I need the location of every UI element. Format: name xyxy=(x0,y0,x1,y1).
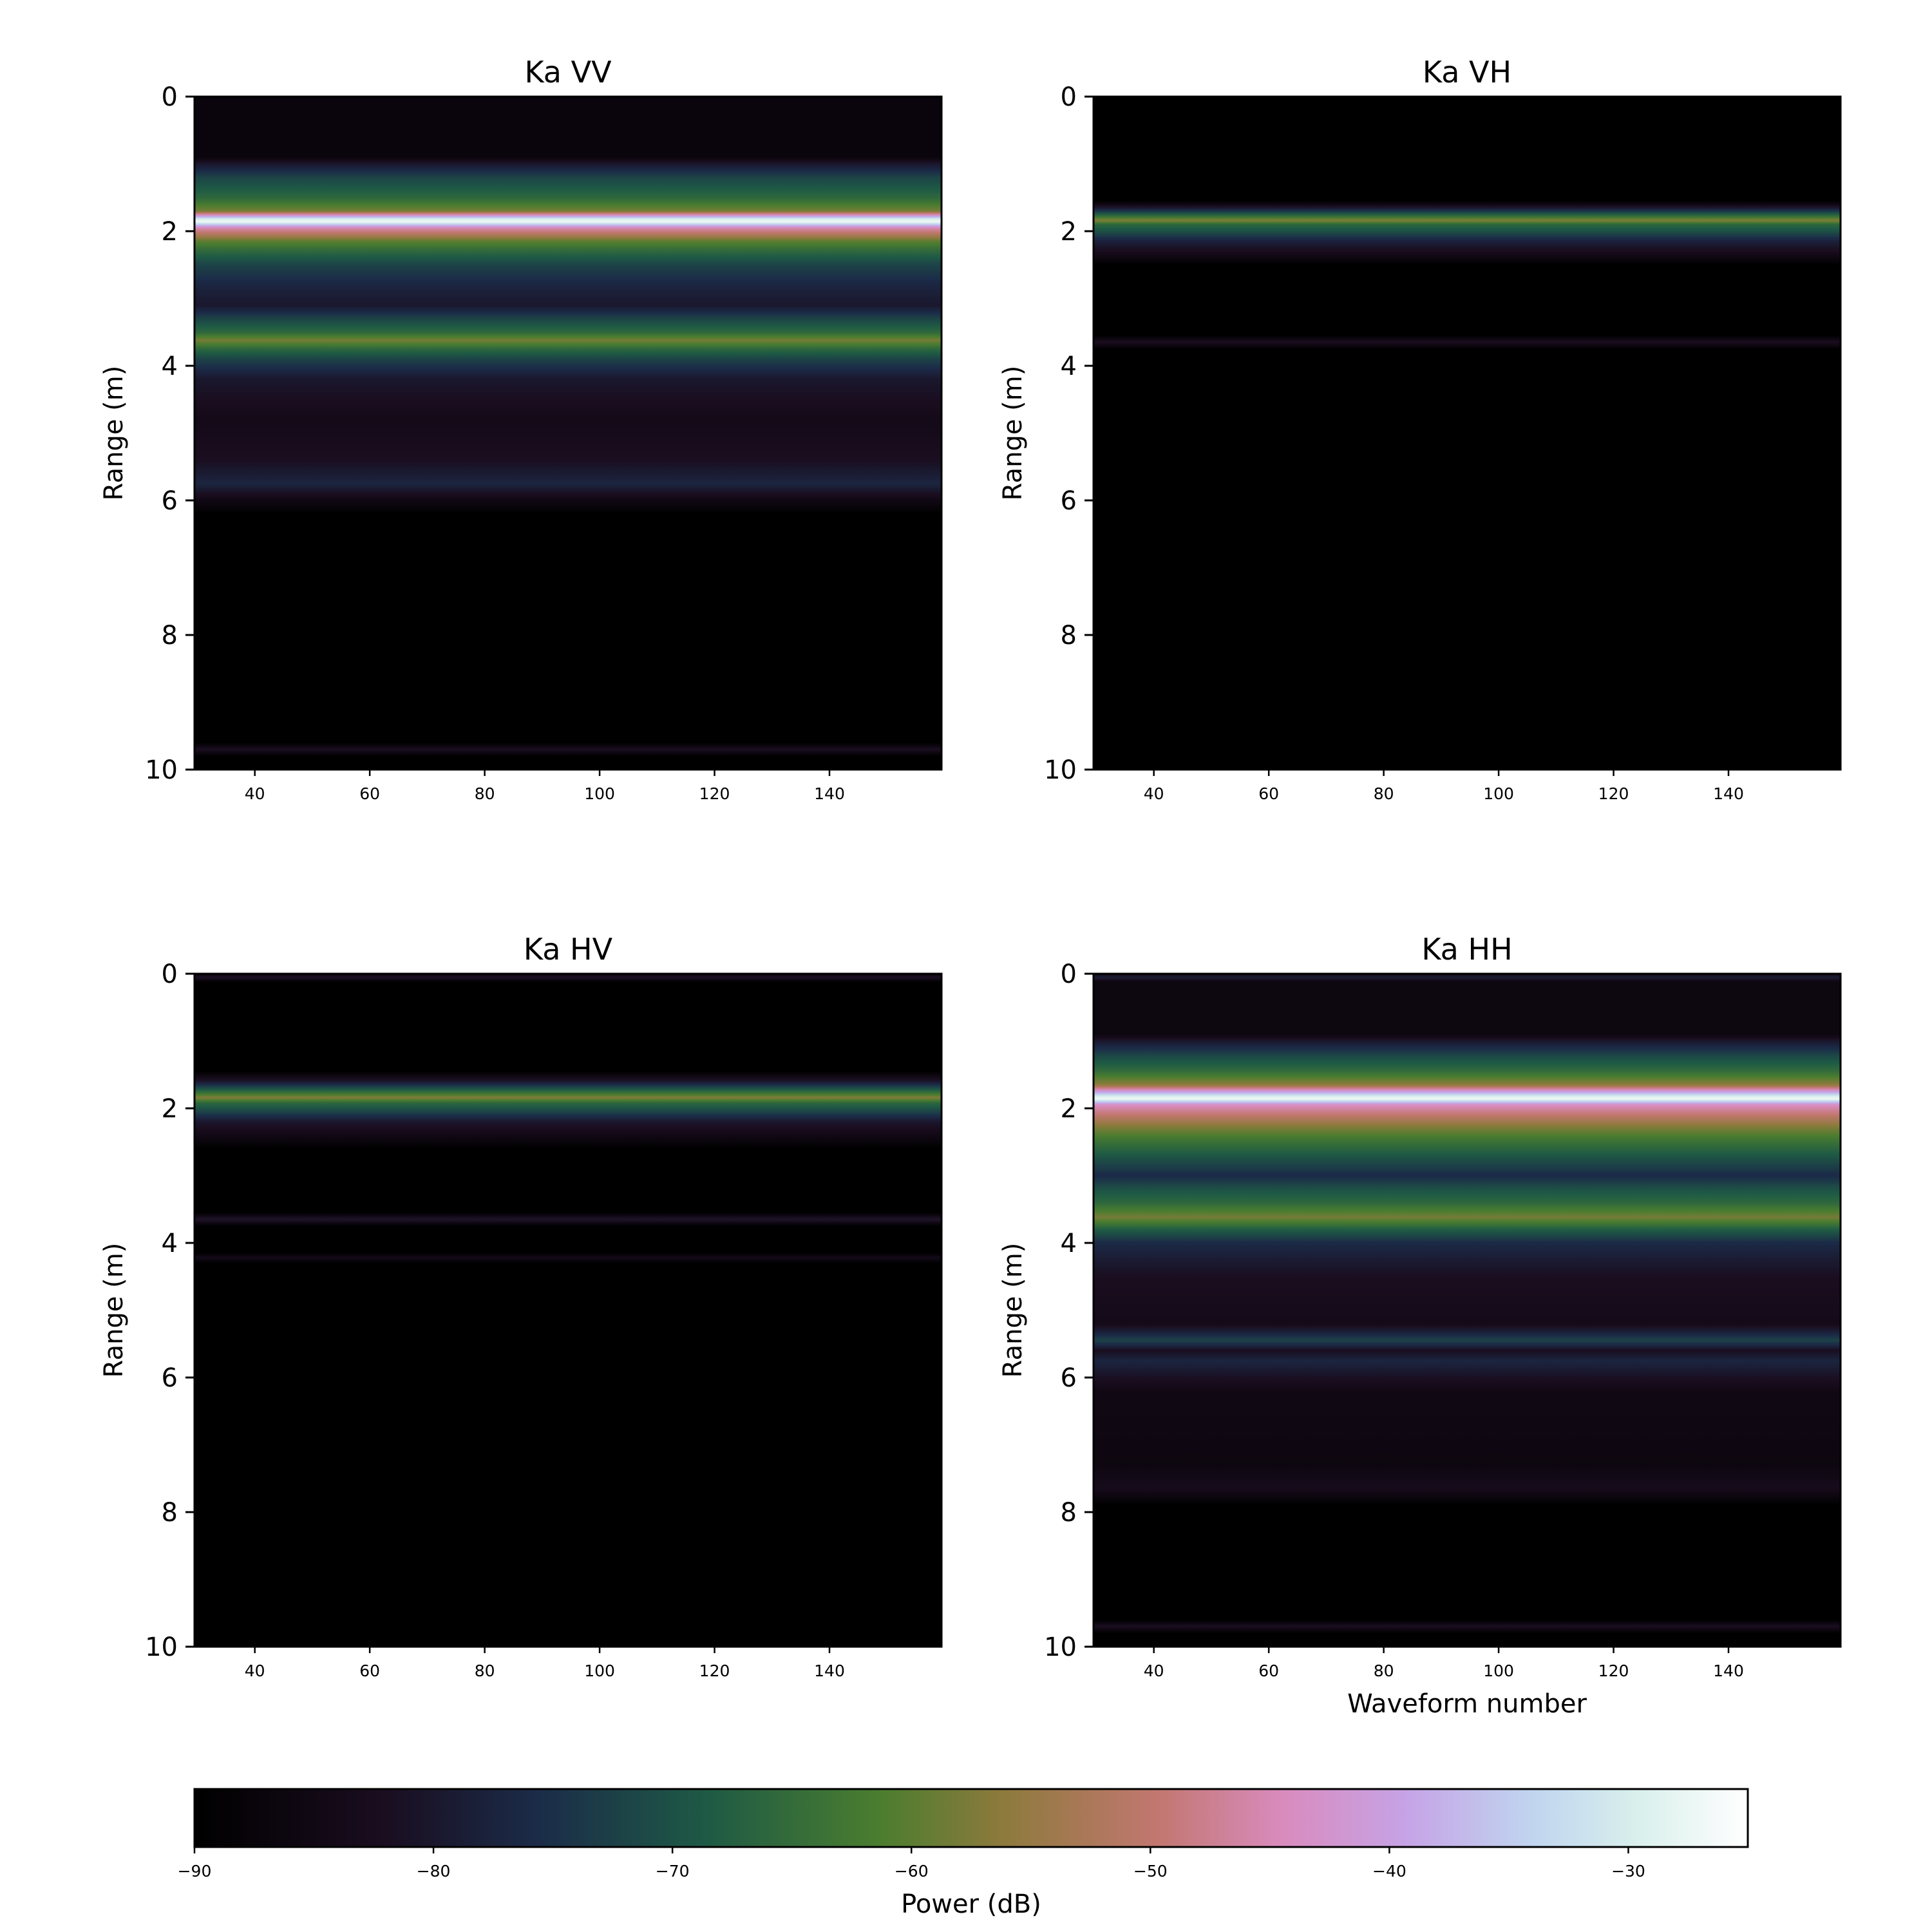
colorbar-tick-label: −50 xyxy=(1133,1862,1168,1880)
colorbar-bar xyxy=(193,1788,1749,1848)
colorbar-tick-label: −60 xyxy=(895,1862,929,1880)
panel-title: Ka VH xyxy=(1423,55,1511,90)
heatmap-image xyxy=(1094,97,1841,770)
x-tick-label: 140 xyxy=(1713,1662,1744,1680)
x-tick-label: 80 xyxy=(1374,1662,1394,1680)
y-tick-label: 8 xyxy=(162,1498,178,1528)
x-tick-label: 60 xyxy=(359,1662,380,1680)
x-tick-label: 100 xyxy=(1483,784,1514,803)
y-tick-label: 10 xyxy=(1044,755,1077,785)
x-tick-label: 60 xyxy=(1258,1662,1279,1680)
y-tick-label: 4 xyxy=(162,1229,178,1258)
panel-title: Ka HH xyxy=(1421,932,1512,967)
colorbar-label: Power (dB) xyxy=(901,1889,1041,1919)
y-tick-label: 10 xyxy=(145,1633,178,1662)
y-tick-label: 6 xyxy=(1061,486,1077,516)
panel-ka-hv: Ka HV 0 2 4 6 8 10 40 60 80 100 120 140 Range (m) xyxy=(99,932,943,1680)
heatmap-image xyxy=(194,974,942,1647)
y-axis-label: Range (m) xyxy=(99,366,129,501)
y-tick-label: 2 xyxy=(1061,1094,1077,1124)
x-tick-label: 120 xyxy=(699,784,730,803)
y-tick-label: 6 xyxy=(162,486,178,516)
y-tick-label: 0 xyxy=(162,82,178,112)
x-tick-label: 60 xyxy=(1258,784,1279,803)
y-tick-label: 2 xyxy=(162,1094,178,1124)
x-tick-label: 40 xyxy=(1144,1662,1164,1680)
panel-title: Ka HV xyxy=(524,932,613,967)
y-tick-label: 2 xyxy=(162,217,178,247)
y-tick-label: 4 xyxy=(1061,352,1077,381)
y-tick-label: 6 xyxy=(162,1363,178,1393)
plot-frame xyxy=(193,972,943,1648)
colorbar-tick-label: −40 xyxy=(1372,1862,1406,1880)
colorbar-ticks: −90 −80 −70 −60 −50 −40 −30 xyxy=(178,1847,1645,1880)
y-tick-label: 0 xyxy=(162,960,178,989)
x-tick-label: 120 xyxy=(1598,784,1629,803)
y-tick-label: 8 xyxy=(1061,621,1077,650)
x-tick-label: 80 xyxy=(1374,784,1394,803)
colorbar-tick-label: −90 xyxy=(178,1862,212,1880)
panel-ka-vh: Ka VH 0 2 4 6 8 10 40 60 80 100 120 140 Range (m) xyxy=(998,55,1842,803)
x-tick-label: 60 xyxy=(359,784,380,803)
y-tick-label: 2 xyxy=(1061,217,1077,247)
x-axis-label: Waveform number xyxy=(1347,1689,1587,1719)
y-tick-label: 8 xyxy=(1061,1498,1077,1528)
panel-title: Ka VV xyxy=(524,55,612,90)
x-tick-label: 40 xyxy=(245,784,265,803)
x-tick-label: 100 xyxy=(584,1662,615,1680)
y-tick-label: 4 xyxy=(162,352,178,381)
y-tick-label: 8 xyxy=(162,621,178,650)
plot-frame xyxy=(1092,95,1842,771)
panel-ka-vv: Ka VV 0 2 4 6 8 10 40 60 80 100 120 140 Range (m) xyxy=(99,55,943,803)
x-tick-label: 140 xyxy=(814,1662,845,1680)
y-tick-label: 6 xyxy=(1061,1363,1077,1393)
y-axis-label: Range (m) xyxy=(998,1243,1028,1378)
x-tick-label: 80 xyxy=(475,1662,495,1680)
heatmap-image xyxy=(194,97,942,770)
colorbar-tick-label: −80 xyxy=(417,1862,451,1880)
colorbar-tick-label: −30 xyxy=(1611,1862,1645,1880)
y-axis-label: Range (m) xyxy=(998,366,1028,501)
x-tick-label: 140 xyxy=(1713,784,1744,803)
plot-frame xyxy=(1092,972,1842,1648)
x-tick-label: 100 xyxy=(584,784,615,803)
x-tick-label: 40 xyxy=(1144,784,1164,803)
y-tick-label: 4 xyxy=(1061,1229,1077,1258)
x-tick-label: 80 xyxy=(475,784,495,803)
y-tick-label: 10 xyxy=(145,755,178,785)
y-tick-label: 10 xyxy=(1044,1633,1077,1662)
x-tick-label: 140 xyxy=(814,784,845,803)
x-tick-label: 120 xyxy=(1598,1662,1629,1680)
panel-ka-hh: Ka HH 0 2 4 6 8 10 40 60 80 100 120 140 Range (m) Wave… xyxy=(998,932,1842,1719)
heatmap-image xyxy=(1094,974,1841,1647)
y-tick-label: 0 xyxy=(1061,960,1077,989)
plot-frame xyxy=(193,95,943,771)
y-tick-label: 0 xyxy=(1061,82,1077,112)
colorbar-tick-label: −70 xyxy=(656,1862,690,1880)
y-axis-label: Range (m) xyxy=(99,1243,129,1378)
x-tick-label: 100 xyxy=(1483,1662,1514,1680)
x-tick-label: 120 xyxy=(699,1662,730,1680)
x-tick-label: 40 xyxy=(245,1662,265,1680)
colorbar: −90 −80 −70 −60 −50 −40 −30 Power (dB) xyxy=(178,1788,1749,1919)
